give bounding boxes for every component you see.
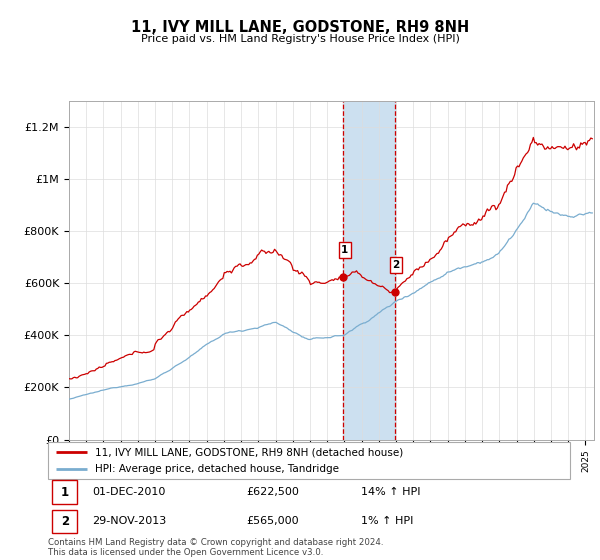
Text: 11, IVY MILL LANE, GODSTONE, RH9 8NH (detached house): 11, IVY MILL LANE, GODSTONE, RH9 8NH (de…: [95, 447, 403, 457]
FancyBboxPatch shape: [48, 442, 570, 479]
Text: 11, IVY MILL LANE, GODSTONE, RH9 8NH: 11, IVY MILL LANE, GODSTONE, RH9 8NH: [131, 20, 469, 35]
FancyBboxPatch shape: [52, 510, 77, 533]
Text: Price paid vs. HM Land Registry's House Price Index (HPI): Price paid vs. HM Land Registry's House …: [140, 34, 460, 44]
Text: 1: 1: [341, 245, 349, 255]
Text: 01-DEC-2010: 01-DEC-2010: [92, 487, 166, 497]
FancyBboxPatch shape: [52, 480, 77, 504]
Text: 2: 2: [61, 515, 69, 528]
Text: HPI: Average price, detached house, Tandridge: HPI: Average price, detached house, Tand…: [95, 464, 339, 474]
Text: 14% ↑ HPI: 14% ↑ HPI: [361, 487, 421, 497]
Text: Contains HM Land Registry data © Crown copyright and database right 2024.
This d: Contains HM Land Registry data © Crown c…: [48, 538, 383, 557]
Text: £565,000: £565,000: [247, 516, 299, 526]
Bar: [343, 101, 395, 440]
Text: 2: 2: [392, 260, 400, 270]
Text: 29-NOV-2013: 29-NOV-2013: [92, 516, 167, 526]
Text: 1: 1: [61, 486, 69, 499]
Text: £622,500: £622,500: [247, 487, 299, 497]
Text: 1% ↑ HPI: 1% ↑ HPI: [361, 516, 413, 526]
